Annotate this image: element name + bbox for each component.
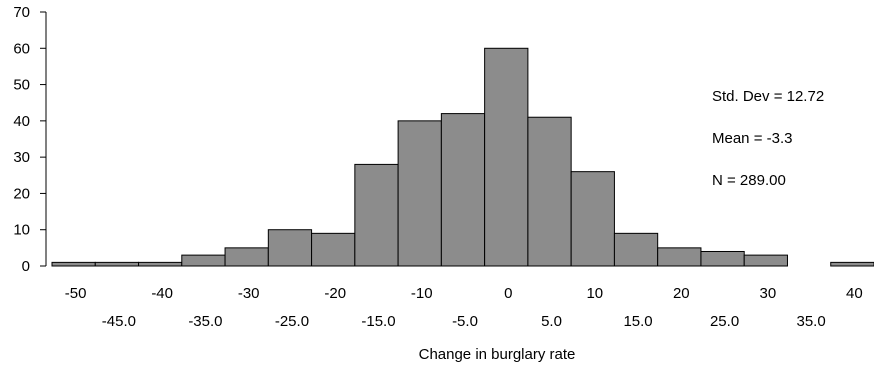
histogram-bar bbox=[527, 116, 572, 267]
y-tick-label: 40 bbox=[13, 113, 30, 130]
y-tick-label: 50 bbox=[13, 77, 30, 94]
x-tick-label: 40 bbox=[846, 285, 863, 302]
y-axis: 0 10 20 30 40 50 60 70 bbox=[13, 4, 47, 275]
x-tick-label: -50 bbox=[65, 285, 87, 302]
histogram-bar bbox=[440, 113, 486, 267]
x-tick-label: -15.0 bbox=[361, 313, 395, 330]
x-axis-title: Change in burglary rate bbox=[418, 346, 576, 363]
x-tick-label: 35.0 bbox=[797, 313, 826, 330]
x-tick-label: -20 bbox=[324, 285, 346, 302]
histogram-bar bbox=[94, 261, 140, 267]
histogram-bar bbox=[224, 247, 269, 267]
y-tick-label: 60 bbox=[13, 40, 30, 57]
histogram-bar bbox=[830, 261, 874, 267]
x-tick-label: -25.0 bbox=[275, 313, 309, 330]
y-tick-label: 20 bbox=[13, 185, 30, 202]
x-tick-label: 25.0 bbox=[710, 313, 739, 330]
x-tick-label: 30 bbox=[759, 285, 776, 302]
n-label: N = 289.00 bbox=[712, 172, 786, 189]
x-tick-label: 5.0 bbox=[541, 313, 562, 330]
x-tick-label: -35.0 bbox=[188, 313, 222, 330]
x-tick-label: 15.0 bbox=[623, 313, 652, 330]
histogram-bar bbox=[743, 254, 788, 267]
x-tick-label: -40 bbox=[151, 285, 173, 302]
histogram-bar bbox=[397, 120, 442, 267]
x-tick-label: -10 bbox=[411, 285, 433, 302]
y-tick-label: 10 bbox=[13, 222, 30, 239]
histogram-bar bbox=[181, 254, 226, 267]
x-tick-label: -45.0 bbox=[102, 313, 136, 330]
histogram-bar bbox=[657, 247, 702, 267]
mean-label: Mean = -3.3 bbox=[712, 130, 793, 147]
x-tick-label: -30 bbox=[238, 285, 260, 302]
histogram-bar bbox=[484, 47, 529, 267]
histogram-bar bbox=[700, 250, 745, 267]
x-tick-label: 10 bbox=[586, 285, 603, 302]
y-tick-label: 30 bbox=[13, 149, 30, 166]
x-axis: -50 -40 -30 -20 -10 0 10 20 30 40 -45.0 -35.0 -25.0 -… bbox=[65, 285, 863, 330]
x-tick-label: 20 bbox=[673, 285, 690, 302]
histogram-bar bbox=[613, 232, 659, 267]
std-dev-label: Std. Dev = 12.72 bbox=[712, 88, 825, 105]
histogram-bar bbox=[138, 261, 183, 267]
y-tick-label: 70 bbox=[13, 4, 30, 21]
x-tick-label: 0 bbox=[504, 285, 512, 302]
y-tick-label: 0 bbox=[22, 258, 30, 275]
x-tick-label: -5.0 bbox=[452, 313, 478, 330]
histogram-bar bbox=[267, 229, 313, 267]
histogram-bar bbox=[570, 171, 615, 267]
histogram-bar bbox=[51, 261, 96, 267]
histogram-bar bbox=[311, 232, 356, 267]
histogram-bars bbox=[51, 47, 874, 267]
histogram-bar bbox=[354, 163, 399, 267]
